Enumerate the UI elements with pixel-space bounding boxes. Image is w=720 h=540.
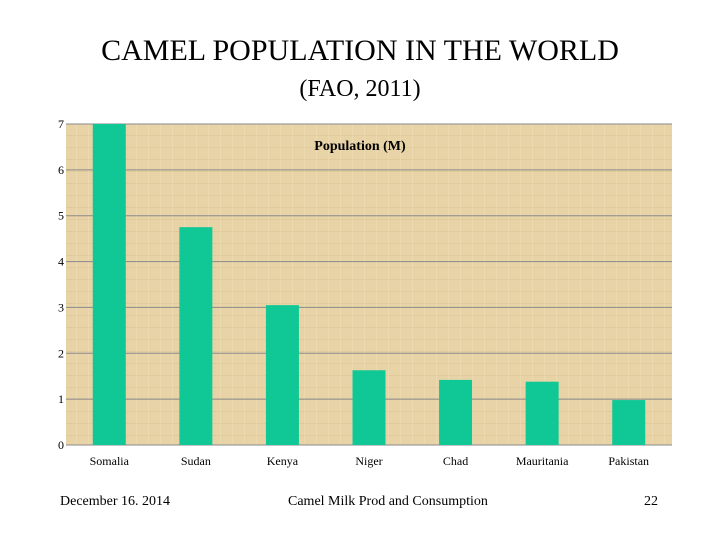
y-tick-label: 5: [58, 209, 64, 223]
footer-title: Camel Milk Prod and Consumption: [288, 494, 488, 509]
bar-somalia: [92, 124, 126, 445]
bar-mauritania: [525, 381, 559, 445]
y-tick-label: 3: [58, 300, 64, 314]
y-tick-label: 7: [58, 120, 64, 131]
y-tick-label: 1: [58, 392, 64, 406]
page-number: 22: [644, 494, 658, 509]
bars: [92, 124, 646, 445]
bar-chad: [439, 379, 473, 445]
slide-title: CAMEL POPULATION IN THE WORLD: [101, 34, 619, 67]
x-tick-label: Chad: [443, 454, 468, 468]
bar-chart: 0 1 2 3 4 5 6 7 Somalia Sudan Kenya Niger Chad Mauri…: [58, 120, 672, 468]
x-tick-label: Somalia: [90, 454, 130, 468]
x-tick-label: Mauritania: [516, 454, 569, 468]
x-tick-label: Sudan: [181, 454, 211, 468]
y-tick-label: 0: [58, 438, 64, 452]
x-tick-label: Pakistan: [608, 454, 649, 468]
x-axis-ticks: Somalia Sudan Kenya Niger Chad Mauritania Paki…: [90, 454, 649, 468]
bar-niger: [352, 370, 386, 445]
chart-title: Population (M): [314, 139, 406, 154]
y-tick-label: 6: [58, 163, 64, 177]
slide-subtitle: (FAO, 2011): [299, 76, 421, 102]
bar-pakistan: [612, 400, 646, 445]
x-tick-label: Kenya: [267, 454, 299, 468]
y-tick-label: 2: [58, 346, 64, 360]
x-tick-label: Niger: [355, 454, 382, 468]
bar-sudan: [179, 227, 213, 445]
bar-kenya: [265, 305, 299, 445]
y-axis-ticks: 0 1 2 3 4 5 6 7: [58, 120, 64, 452]
y-tick-label: 4: [58, 255, 64, 269]
footer-date: December 16. 2014: [60, 494, 171, 509]
